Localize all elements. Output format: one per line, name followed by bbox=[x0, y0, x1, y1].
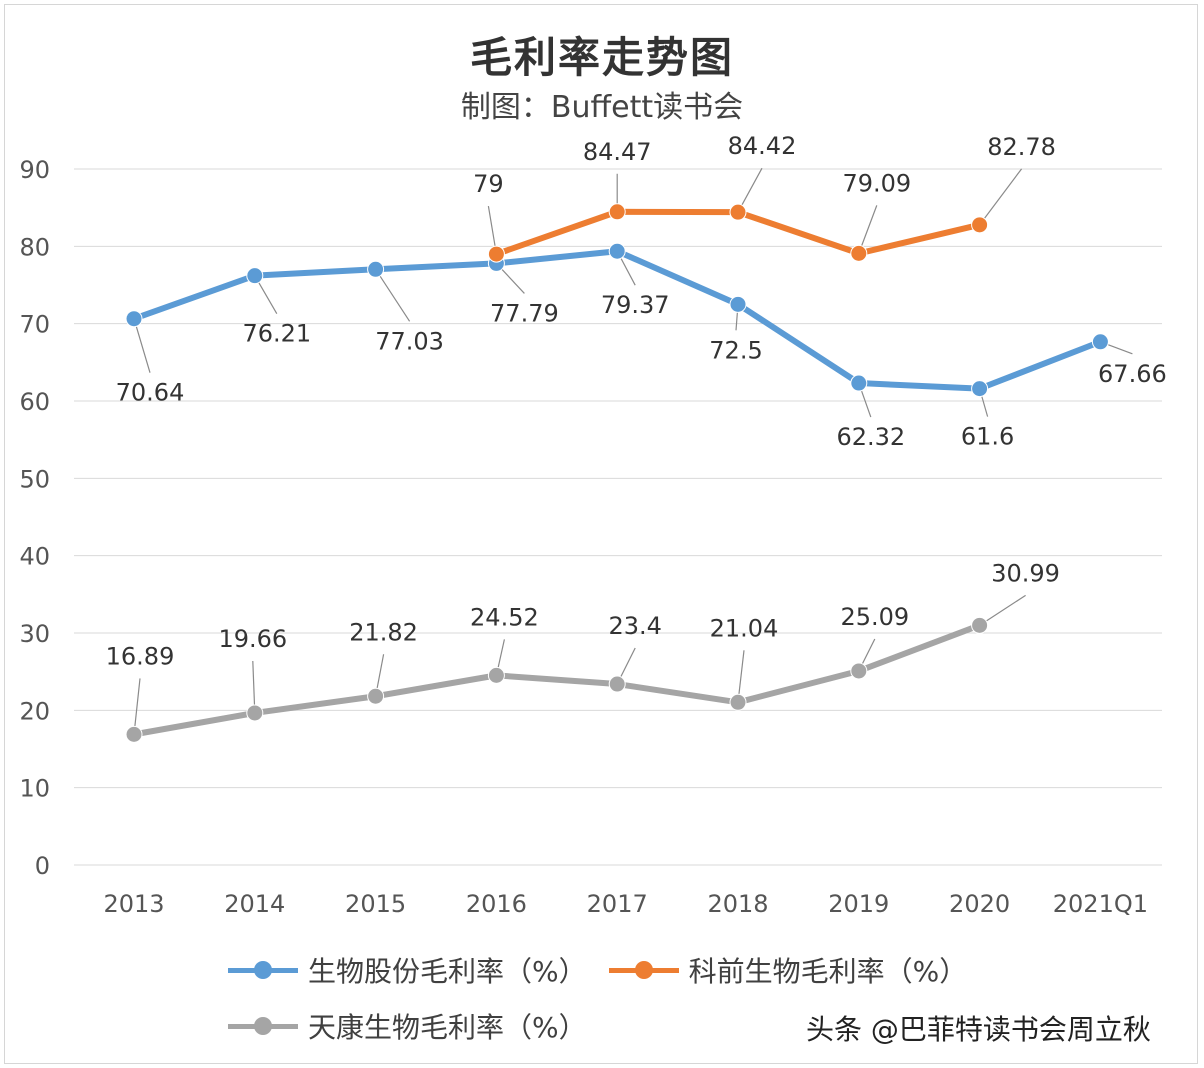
data-label: 79.09 bbox=[842, 169, 911, 197]
data-label: 84.47 bbox=[583, 138, 652, 166]
data-label: 77.79 bbox=[490, 299, 559, 327]
leader-line bbox=[858, 205, 878, 254]
y-tick-label: 30 bbox=[19, 620, 50, 648]
y-tick-label: 80 bbox=[19, 233, 50, 261]
data-point bbox=[971, 380, 989, 398]
legend-label: 天康生物毛利率（%） bbox=[308, 1011, 587, 1044]
data-point bbox=[850, 374, 868, 392]
y-tick-label: 0 bbox=[35, 852, 50, 880]
y-tick-label: 20 bbox=[19, 697, 50, 725]
data-point bbox=[608, 242, 626, 260]
data-label: 24.52 bbox=[470, 603, 539, 631]
y-tick-label: 70 bbox=[19, 311, 50, 339]
data-label: 23.4 bbox=[608, 612, 661, 640]
x-tick-label: 2019 bbox=[828, 890, 889, 918]
data-label: 16.89 bbox=[106, 642, 175, 670]
data-label: 70.64 bbox=[116, 379, 185, 407]
y-tick-label: 90 bbox=[19, 156, 50, 184]
data-label: 19.66 bbox=[218, 625, 287, 653]
leader-line bbox=[252, 660, 256, 713]
legend-swatch bbox=[228, 1011, 298, 1041]
data-label: 77.03 bbox=[375, 327, 444, 355]
x-tick-label: 2015 bbox=[345, 890, 406, 918]
y-tick-label: 10 bbox=[19, 775, 50, 803]
data-point bbox=[246, 704, 264, 722]
chart-frame bbox=[4, 4, 1198, 1064]
y-tick-label: 40 bbox=[19, 543, 50, 571]
legend-swatch-marker bbox=[634, 961, 653, 979]
data-point bbox=[850, 662, 868, 680]
y-tick-label: 60 bbox=[19, 388, 50, 416]
watermark-text: 头条 @巴菲特读书会周立秋 bbox=[806, 1013, 1151, 1046]
data-point bbox=[971, 616, 989, 634]
data-point bbox=[729, 203, 747, 221]
x-tick-label: 2017 bbox=[587, 890, 648, 918]
legend-swatch bbox=[608, 955, 679, 985]
legend-item: 生物股份毛利率（%） bbox=[228, 950, 587, 990]
data-label: 82.78 bbox=[987, 133, 1056, 161]
data-point bbox=[729, 693, 747, 711]
legend-swatch bbox=[228, 955, 298, 985]
data-point bbox=[487, 666, 505, 684]
x-tick-label: 2016 bbox=[466, 890, 527, 918]
data-point bbox=[1091, 333, 1109, 351]
legend-item: 天康生物毛利率（%） bbox=[228, 1006, 587, 1046]
leader-line bbox=[979, 168, 1023, 226]
y-tick-label: 50 bbox=[19, 465, 50, 493]
leader-line bbox=[737, 650, 745, 703]
x-tick-label: 2014 bbox=[224, 890, 285, 918]
data-point bbox=[729, 295, 747, 313]
chart-subtitle: 制图：Buffett读书会 bbox=[460, 90, 744, 125]
data-label: 21.04 bbox=[710, 614, 779, 642]
data-label: 79 bbox=[473, 170, 504, 198]
data-point bbox=[125, 725, 143, 743]
chart-title: 毛利率走势图 bbox=[469, 33, 734, 82]
legend-label: 科前生物毛利率（%） bbox=[688, 955, 968, 988]
data-label: 67.66 bbox=[1098, 360, 1167, 388]
data-point bbox=[367, 687, 385, 705]
leader-line bbox=[979, 594, 1026, 626]
series-line bbox=[131, 622, 983, 738]
data-point bbox=[367, 260, 385, 278]
leader-line bbox=[133, 318, 151, 373]
data-label: 25.09 bbox=[840, 603, 909, 631]
legend: 生物股份毛利率（%） 科前生物毛利率（%） 天康生物毛利率（%） bbox=[228, 950, 1008, 1046]
data-label: 61.6 bbox=[961, 423, 1014, 451]
leader-line bbox=[375, 268, 411, 322]
data-label: 72.5 bbox=[709, 336, 762, 364]
x-tick-label: 2018 bbox=[707, 890, 768, 918]
data-point bbox=[971, 216, 989, 234]
legend-item: 科前生物毛利率（%） bbox=[608, 950, 968, 990]
x-tick-label: 2021Q1 bbox=[1053, 890, 1148, 918]
data-point bbox=[487, 245, 505, 263]
legend-swatch-marker bbox=[254, 961, 272, 979]
data-label: 79.37 bbox=[601, 291, 670, 319]
data-point bbox=[246, 267, 264, 285]
legend-label: 生物股份毛利率（%） bbox=[308, 955, 587, 988]
data-label: 84.42 bbox=[728, 132, 797, 160]
data-label: 76.21 bbox=[242, 320, 311, 348]
data-point bbox=[608, 675, 626, 693]
data-label: 21.82 bbox=[349, 618, 418, 646]
legend-swatch-marker bbox=[254, 1017, 272, 1035]
data-point bbox=[608, 203, 626, 221]
leader-line bbox=[133, 678, 141, 735]
x-tick-label: 2020 bbox=[949, 890, 1010, 918]
data-point bbox=[125, 310, 143, 328]
data-label: 30.99 bbox=[991, 559, 1060, 587]
x-tick-label: 2013 bbox=[103, 890, 164, 918]
data-label: 62.32 bbox=[836, 423, 905, 451]
data-point bbox=[850, 244, 868, 262]
